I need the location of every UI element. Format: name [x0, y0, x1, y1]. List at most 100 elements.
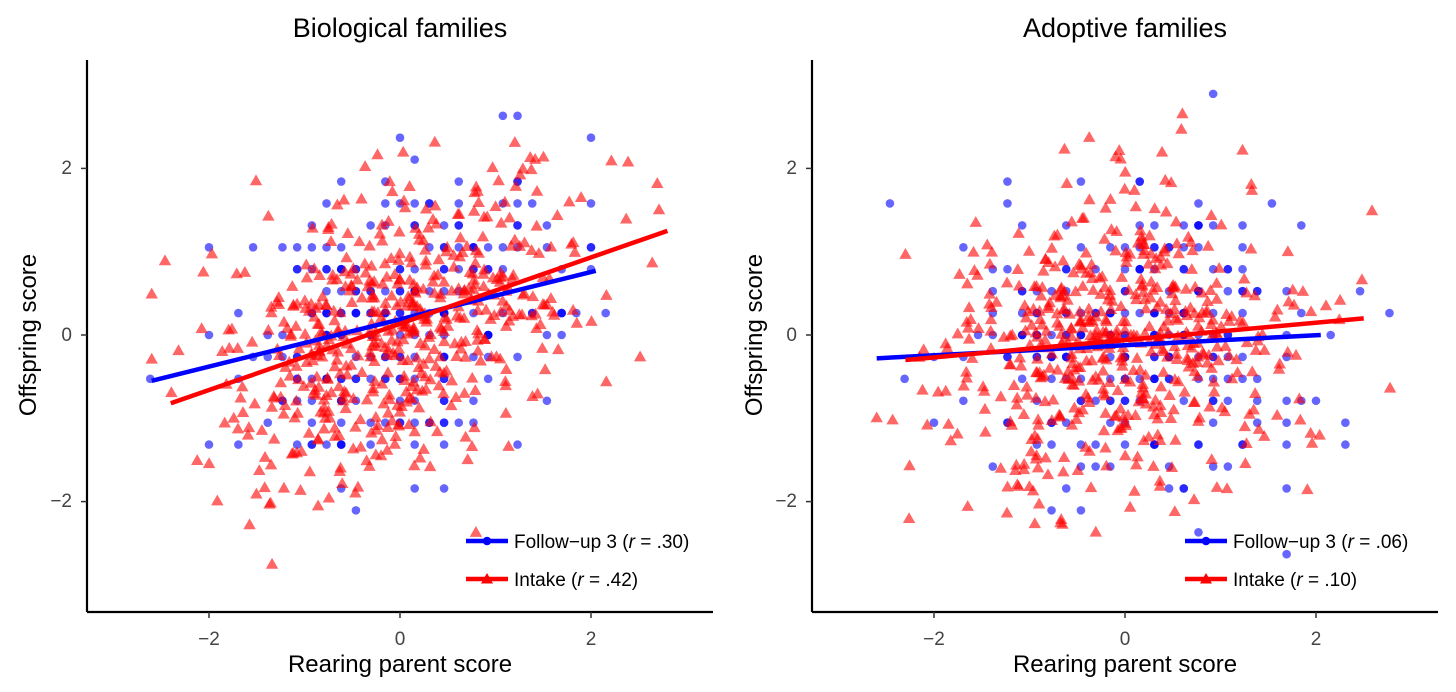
point-follow-up-3: [336, 440, 346, 449]
point-intake: [525, 163, 538, 175]
point-intake: [328, 421, 341, 433]
point-follow-up-3: [1238, 243, 1247, 252]
point-intake: [467, 273, 481, 285]
point-follow-up-3: [366, 440, 375, 449]
point-intake: [377, 397, 390, 409]
point-intake: [306, 354, 319, 366]
point-intake: [1214, 320, 1228, 332]
point-intake: [1289, 348, 1303, 360]
point-intake: [292, 342, 306, 354]
point-intake: [411, 383, 424, 395]
point-intake: [287, 299, 300, 311]
y-tick-label: −2: [775, 491, 797, 512]
point-intake: [508, 233, 522, 245]
point-intake: [1171, 313, 1185, 325]
point-intake: [405, 256, 418, 268]
point-intake: [381, 366, 395, 378]
point-intake: [1043, 296, 1056, 308]
point-intake: [1144, 291, 1157, 303]
point-intake: [1056, 517, 1069, 529]
point-intake: [368, 275, 381, 287]
point-intake: [1159, 173, 1172, 185]
point-intake: [1030, 449, 1043, 461]
point-follow-up-3: [498, 111, 508, 121]
point-intake: [1179, 282, 1193, 294]
point-intake: [340, 251, 353, 263]
point-intake: [536, 341, 549, 353]
point-follow-up-3: [439, 396, 449, 406]
point-intake: [326, 268, 339, 280]
point-follow-up-3: [410, 484, 419, 493]
point-intake: [277, 481, 291, 493]
point-follow-up-3: [1120, 264, 1130, 274]
point-intake: [429, 360, 443, 371]
point-intake: [960, 365, 973, 377]
point-intake: [1131, 450, 1144, 462]
point-intake: [1147, 400, 1160, 412]
y-tick-label: 2: [786, 158, 797, 179]
point-intake: [241, 428, 255, 440]
point-intake: [1138, 238, 1151, 250]
point-intake: [284, 329, 297, 341]
point-intake: [1172, 247, 1185, 259]
point-follow-up-3: [1194, 221, 1203, 230]
point-follow-up-3: [885, 199, 895, 208]
point-follow-up-3: [1297, 221, 1306, 230]
point-intake: [566, 303, 580, 315]
point-intake: [401, 327, 414, 339]
point-intake: [1000, 276, 1014, 288]
point-follow-up-3: [454, 418, 464, 427]
point-follow-up-3: [292, 243, 302, 252]
point-intake: [1161, 257, 1174, 269]
point-intake: [355, 192, 368, 204]
point-intake: [407, 277, 421, 289]
point-intake: [1193, 411, 1206, 423]
tick-group: −2 0 2 −2 0 2: [50, 158, 596, 650]
point-follow-up-3: [1150, 374, 1159, 384]
point-intake: [1114, 402, 1127, 414]
point-follow-up-3: [381, 199, 390, 208]
point-intake: [1040, 324, 1053, 336]
point-intake: [1294, 413, 1307, 425]
point-intake: [469, 244, 483, 256]
point-intake: [1168, 340, 1181, 352]
point-intake: [250, 487, 263, 499]
point-intake: [386, 323, 399, 335]
x-axis-title: Rearing parent score: [1013, 651, 1237, 678]
point-intake: [303, 465, 317, 477]
point-intake: [1207, 375, 1221, 387]
point-intake: [313, 269, 326, 280]
point-intake: [1012, 279, 1026, 291]
point-intake: [317, 393, 331, 405]
point-intake: [334, 306, 347, 318]
point-intake: [1096, 364, 1110, 376]
point-intake: [397, 194, 411, 206]
point-intake: [1296, 285, 1310, 296]
point-follow-up-3: [307, 243, 317, 252]
point-intake: [172, 344, 185, 356]
point-intake: [1181, 354, 1195, 365]
point-follow-up-3: [1252, 374, 1262, 384]
point-intake: [401, 354, 414, 366]
point-intake: [358, 257, 372, 269]
point-intake: [1138, 327, 1152, 338]
point-intake: [449, 391, 463, 402]
point-intake: [1132, 395, 1146, 407]
point-intake: [1100, 459, 1113, 471]
point-follow-up-3: [1061, 484, 1071, 493]
legend: Follow−up 3 (r = .30) Intake (r = .42): [466, 532, 689, 591]
point-intake: [471, 333, 484, 345]
point-intake: [1021, 388, 1034, 400]
point-intake: [1014, 359, 1028, 371]
point-intake: [349, 486, 362, 498]
point-intake: [378, 257, 392, 269]
point-intake: [1319, 299, 1333, 311]
point-intake: [1218, 405, 1232, 417]
legend-key-follow-up-3: [1185, 536, 1227, 546]
point-intake: [274, 376, 288, 388]
point-intake: [1122, 283, 1135, 295]
point-intake: [1245, 184, 1259, 195]
point-intake: [1028, 517, 1041, 529]
point-intake: [1068, 363, 1081, 375]
point-intake: [508, 136, 522, 147]
